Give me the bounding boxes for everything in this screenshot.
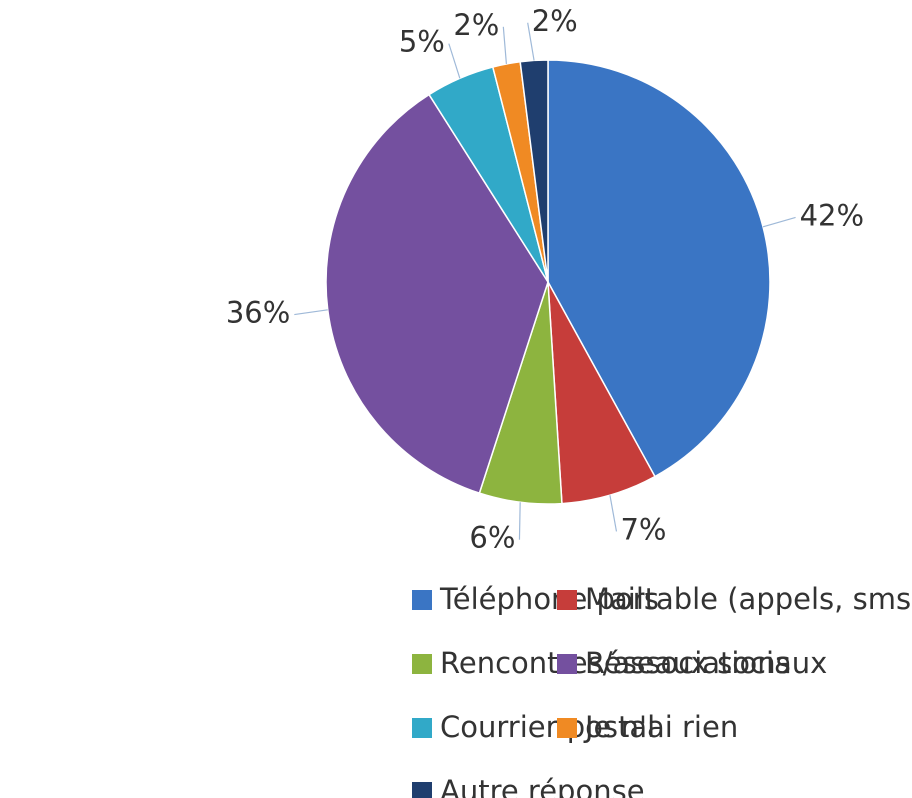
legend-label: Téléphone portable (appels, sms) xyxy=(439,582,912,616)
legend-swatch xyxy=(412,654,432,674)
legend-label: Je n'ai rien xyxy=(583,710,738,744)
legend-swatch xyxy=(557,654,577,674)
leader-line xyxy=(294,309,328,316)
legend-swatch xyxy=(412,590,432,610)
data-label: 7% xyxy=(620,512,666,546)
data-label: 42% xyxy=(800,198,864,232)
legend-label: Autre réponse xyxy=(440,774,645,798)
leader-line xyxy=(527,22,535,61)
leader-line xyxy=(448,43,461,79)
leader-line xyxy=(609,495,618,532)
legend-swatch xyxy=(557,718,577,738)
legend-label: Courrier postal xyxy=(440,710,655,744)
data-label: 6% xyxy=(469,521,515,555)
legend-swatch xyxy=(412,718,432,738)
leader-line xyxy=(518,502,521,540)
legend-swatch xyxy=(412,782,432,798)
leader-line xyxy=(502,26,507,64)
data-label: 2% xyxy=(453,8,499,42)
leader-line xyxy=(762,216,796,228)
data-label: 5% xyxy=(399,25,445,59)
legend-label: Mails xyxy=(585,582,659,616)
pie-slice xyxy=(547,59,771,478)
legend-label: Réseaux sociaux xyxy=(585,646,827,680)
legend-swatch xyxy=(557,590,577,610)
data-label: 36% xyxy=(226,296,290,330)
legend-label: Rencontres/associations xyxy=(440,646,791,680)
data-label: 2% xyxy=(532,4,578,38)
pie-slice xyxy=(325,93,549,495)
